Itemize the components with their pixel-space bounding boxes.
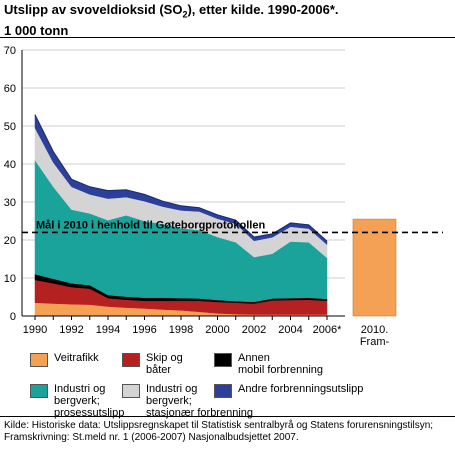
x-tick-label: 1996 (132, 324, 156, 336)
projection-bar (352, 218, 397, 317)
x-tick-label: 1994 (96, 324, 120, 336)
x-tick-label: 2006* (313, 324, 342, 336)
chart-title: Utslipp av svoveldioksid (SO2), etter ki… (4, 2, 449, 38)
chart-canvas: 0 10 20 30 40 50 60 70 Mål i 2010 i henhold til … (4, 45, 443, 345)
title-line2: 1 000 tonn (4, 22, 69, 38)
legend-swatch (214, 384, 232, 398)
legend-label: Andre forbrenningsutslipp (238, 383, 364, 395)
y-tick-label: 10 (4, 273, 16, 285)
legend-swatch (122, 384, 140, 398)
title-rule (0, 37, 455, 38)
x-tick-label: 1992 (59, 324, 83, 336)
y-tick-label: 20 (4, 235, 16, 247)
x-tick-label: 2002 (242, 324, 266, 336)
x-tick-label: 2000 (205, 324, 229, 336)
y-tick-label: 60 (4, 83, 16, 95)
source-line2: Framskrivning: St.meld nr. 1 (2006-2007)… (4, 432, 299, 443)
total-outline (34, 114, 328, 242)
target-label: Mål i 2010 i henhold til Gøteborgprotoko… (36, 219, 265, 231)
x-tick-label: 2004 (278, 324, 302, 336)
source-line1: Kilde: Historiske data: Utslippsregnskap… (4, 420, 434, 431)
legend-label: Veitrafikk (54, 352, 99, 364)
y-tick-label: 30 (4, 197, 16, 209)
projection-label: Fram- (360, 336, 390, 345)
legend-swatch (122, 353, 140, 367)
title-subscript: 2 (182, 9, 188, 20)
title-part1: Utslipp av svoveldioksid (SO (4, 2, 183, 17)
legend-swatch (30, 384, 48, 398)
bottom-rule (0, 416, 455, 417)
y-tick-label: 50 (4, 121, 16, 133)
x-tick-label: 1990 (23, 324, 47, 336)
source-note: Kilde: Historiske data: Utslippsregnskap… (4, 420, 454, 444)
legend-swatch (30, 353, 48, 367)
legend-label: Annen mobil forbrenning (238, 352, 323, 376)
y-tick-label: 0 (10, 311, 16, 323)
y-tick-label: 70 (4, 45, 16, 57)
legend-swatch (214, 353, 232, 367)
x-tick-label: 1998 (169, 324, 193, 336)
y-tick-label: 40 (4, 159, 16, 171)
title-part2: ), etter kilde. 1990-2006*. (187, 2, 339, 17)
projection-label: 2010. (361, 324, 389, 336)
legend-label: Skip og båter (146, 352, 183, 376)
